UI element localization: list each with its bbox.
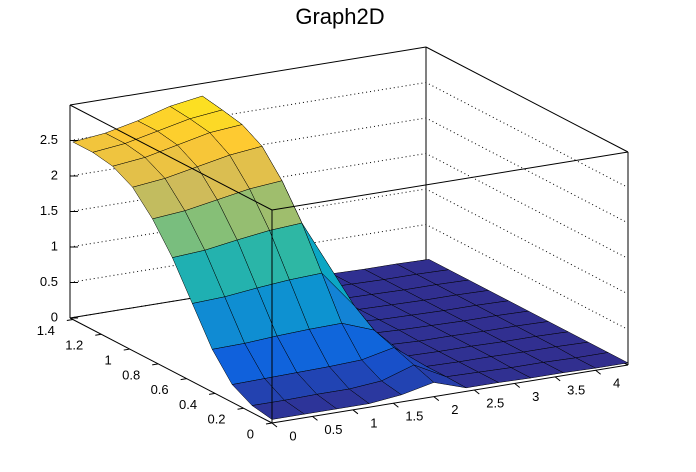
box-edge <box>425 46 629 153</box>
y-tick <box>237 407 244 410</box>
box-edge <box>271 364 629 424</box>
y-tick-label: 1 <box>105 352 112 367</box>
y-tick <box>95 333 102 336</box>
x-tick-label: 2 <box>451 402 458 417</box>
y-tick <box>209 392 216 395</box>
y-tick-label: 0.4 <box>179 397 197 412</box>
y-tick <box>265 422 273 425</box>
x-tick <box>393 402 399 408</box>
x-tick-label: 1.5 <box>405 409 423 424</box>
x-tick <box>352 409 359 415</box>
y-tick-label: 0.2 <box>207 412 225 427</box>
chart-title: Graph2D <box>295 4 384 29</box>
box-edge <box>69 317 273 424</box>
x-tick <box>312 416 318 421</box>
x-tick-label: 1 <box>370 415 377 430</box>
x-tick-label: 3.5 <box>567 382 585 397</box>
z-tick-label: 0.5 <box>40 274 58 289</box>
z-tick-label: 0 <box>51 309 58 324</box>
y-tick-label: 0.8 <box>122 367 140 382</box>
x-tick-label: 2.5 <box>486 395 504 410</box>
x-tick <box>514 383 521 388</box>
x-tick-label: 0.5 <box>324 422 342 437</box>
x-tick-label: 0 <box>289 428 296 443</box>
x-tick <box>433 396 440 402</box>
x-tick-label: 4 <box>613 376 620 391</box>
x-tick-label: 3 <box>532 389 539 404</box>
y-tick-label: 1.4 <box>37 323 55 338</box>
z-tick-label: 1.5 <box>40 203 58 218</box>
z-tick-label: 2 <box>51 167 58 182</box>
y-tick <box>66 318 73 321</box>
x-tick <box>554 376 561 382</box>
y-tick-label: 1.2 <box>65 338 83 353</box>
z-tick-label: 1 <box>51 238 58 253</box>
x-tick <box>595 369 601 375</box>
z-tick-label: 2.5 <box>40 132 58 147</box>
surface-cell <box>251 400 306 420</box>
y-tick-label: 0.6 <box>151 382 169 397</box>
y-tick <box>152 363 159 366</box>
box-edge <box>271 151 629 211</box>
y-tick <box>123 348 130 351</box>
box-edge <box>69 46 427 106</box>
y-tick-label: 0 <box>247 426 254 441</box>
x-tick <box>473 389 480 395</box>
box-edge <box>69 104 273 211</box>
y-tick <box>180 378 187 381</box>
x-tick <box>271 422 278 428</box>
